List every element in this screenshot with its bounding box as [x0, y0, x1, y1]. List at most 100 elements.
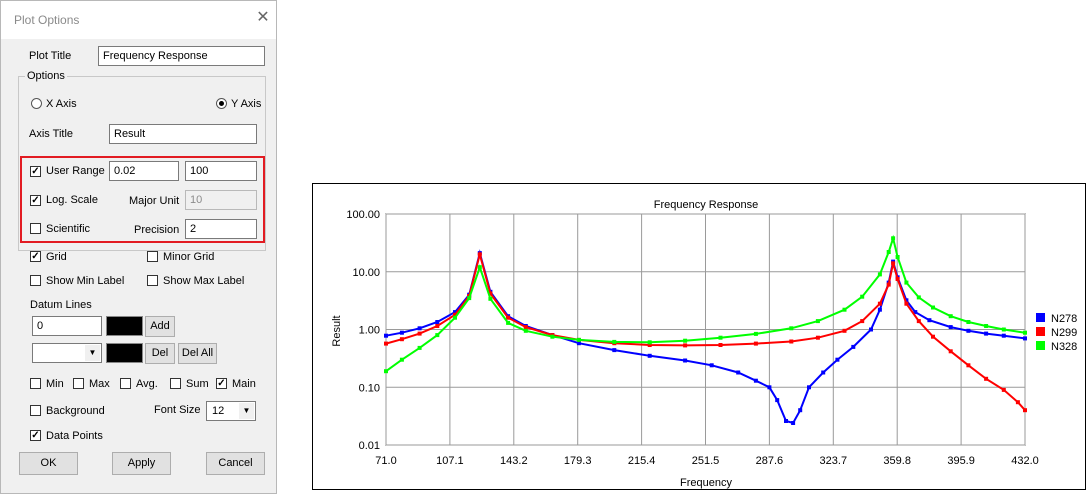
- data-point: [984, 376, 989, 381]
- show-max-label-text: Show Max Label: [163, 275, 245, 287]
- data-point: [384, 369, 388, 374]
- dialog-title: Plot Options: [14, 13, 80, 27]
- sum-checkbox[interactable]: [170, 378, 181, 389]
- chart-legend: N278 N299 N328: [1036, 313, 1077, 353]
- grid-label: Grid: [46, 251, 67, 263]
- legend-label-n328: N328: [1051, 341, 1077, 353]
- grid-lines: [385, 213, 1026, 446]
- data-point: [877, 307, 882, 312]
- show-min-label-checkbox[interactable]: [30, 275, 41, 286]
- plot-options-dialog: Plot Options ✕ Plot Title Frequency Resp…: [0, 0, 277, 494]
- data-point: [966, 320, 971, 324]
- log-scale-checkbox[interactable]: ✓: [30, 195, 41, 206]
- grid-checkbox[interactable]: ✓: [30, 251, 41, 262]
- frequency-response-chart: Frequency Response 100.00 10.00 1.00 0.10 0.…: [331, 199, 1077, 489]
- show-min-label-text: Show Min Label: [46, 275, 125, 287]
- y-tick-label: 1.00: [359, 325, 380, 337]
- data-point: [477, 252, 482, 257]
- x-tick-label: 215.4: [628, 455, 656, 467]
- data-point: [948, 349, 953, 354]
- legend-swatch-n299: [1036, 327, 1045, 336]
- data-point: [488, 296, 493, 301]
- x-tick-label: 107.1: [436, 455, 464, 467]
- datum-value-input[interactable]: 0: [32, 316, 102, 336]
- data-point: [927, 318, 932, 323]
- data-points-label: Data Points: [46, 430, 103, 442]
- data-points-checkbox[interactable]: ✓: [30, 430, 41, 441]
- min-checkbox[interactable]: [30, 378, 41, 389]
- highlight-box: [20, 156, 265, 243]
- data-point: [1001, 333, 1006, 338]
- x-tick-label: 323.7: [820, 455, 848, 467]
- data-point: [791, 421, 796, 425]
- data-point: [1015, 400, 1020, 405]
- main-checkbox[interactable]: ✓: [216, 378, 227, 389]
- data-point: [399, 357, 404, 362]
- cancel-button[interactable]: Cancel: [206, 452, 265, 475]
- del-all-button[interactable]: Del All: [178, 343, 217, 364]
- background-checkbox[interactable]: [30, 405, 41, 416]
- data-point: [815, 319, 820, 324]
- data-point: [683, 338, 688, 343]
- data-point: [904, 298, 909, 303]
- scientific-checkbox[interactable]: [30, 223, 41, 234]
- user-range-checkbox[interactable]: ✓: [30, 166, 41, 177]
- chart-panel: Frequency Response 100.00 10.00 1.00 0.10 0.…: [312, 183, 1086, 490]
- data-point: [576, 341, 581, 346]
- show-max-label-checkbox[interactable]: [147, 275, 158, 286]
- x-axis-radio[interactable]: [31, 98, 42, 109]
- data-point: [399, 337, 404, 342]
- data-point: [435, 324, 440, 328]
- y-axis-radio[interactable]: [216, 98, 227, 109]
- data-point: [984, 324, 989, 328]
- data-point: [435, 320, 440, 324]
- data-point: [506, 320, 511, 325]
- data-point: [851, 344, 856, 349]
- data-point: [815, 335, 820, 340]
- axis-title-label: Axis Title: [29, 128, 74, 140]
- data-point: [767, 385, 772, 390]
- ok-button[interactable]: OK: [19, 452, 78, 475]
- datum-color-swatch[interactable]: [106, 316, 143, 336]
- font-size-label: Font Size: [154, 404, 201, 416]
- y-tick-label: 0.01: [359, 440, 380, 452]
- dialog-titlebar: Plot Options ✕: [1, 1, 276, 39]
- apply-button[interactable]: Apply: [112, 452, 171, 475]
- user-range-min-input[interactable]: 0.02: [109, 161, 179, 181]
- user-range-max-input[interactable]: 100: [185, 161, 257, 181]
- legend-label-n278: N278: [1051, 313, 1077, 325]
- avg-checkbox[interactable]: [120, 378, 131, 389]
- y-tick-label: 10.00: [352, 267, 380, 279]
- data-point: [948, 325, 953, 330]
- data-point: [886, 282, 891, 287]
- series-group: [384, 234, 1027, 425]
- data-point: [523, 328, 528, 333]
- max-checkbox[interactable]: [73, 378, 84, 389]
- data-point: [789, 326, 794, 331]
- x-axis-title: Frequency: [680, 477, 732, 489]
- data-point: [736, 370, 741, 375]
- plot-title-input[interactable]: Frequency Response: [98, 46, 265, 66]
- data-point: [612, 348, 617, 353]
- x-tick-labels: 71.0 107.1 143.2 179.3 215.4 251.5 287.6 323.7 3…: [375, 455, 1038, 467]
- add-button[interactable]: Add: [145, 316, 175, 337]
- precision-input[interactable]: 2: [185, 219, 257, 239]
- data-point: [895, 255, 900, 259]
- del-button[interactable]: Del: [145, 343, 175, 364]
- data-point: [842, 328, 847, 333]
- data-point: [891, 236, 896, 241]
- data-point: [1023, 330, 1027, 335]
- data-point: [916, 319, 921, 324]
- chart-title: Frequency Response: [654, 199, 759, 211]
- data-point: [904, 301, 909, 306]
- x-tick-label: 287.6: [756, 455, 784, 467]
- close-icon[interactable]: ✕: [256, 9, 270, 26]
- axis-title-input[interactable]: Result: [109, 124, 257, 144]
- datum-lines-select[interactable]: ▼: [32, 343, 102, 363]
- datum-lines-label: Datum Lines: [30, 299, 92, 311]
- data-point: [966, 363, 971, 368]
- data-point: [984, 331, 989, 336]
- font-size-select[interactable]: 12 ▼: [206, 401, 256, 421]
- minor-grid-checkbox[interactable]: [147, 251, 158, 262]
- datum-line-color-swatch[interactable]: [106, 343, 143, 363]
